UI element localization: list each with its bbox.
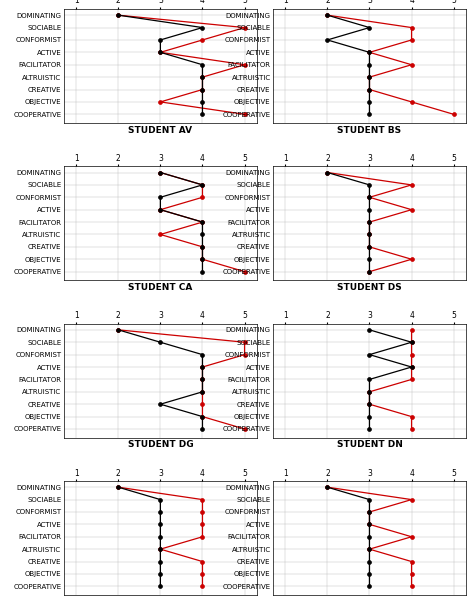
X-axis label: STUDENT CA: STUDENT CA [128,283,193,292]
X-axis label: STUDENT BS: STUDENT BS [337,126,402,135]
X-axis label: STUDENT AV: STUDENT AV [128,126,193,135]
X-axis label: STUDENT DG: STUDENT DG [128,441,193,450]
X-axis label: STUDENT DS: STUDENT DS [337,283,402,292]
X-axis label: STUDENT DN: STUDENT DN [337,441,402,450]
